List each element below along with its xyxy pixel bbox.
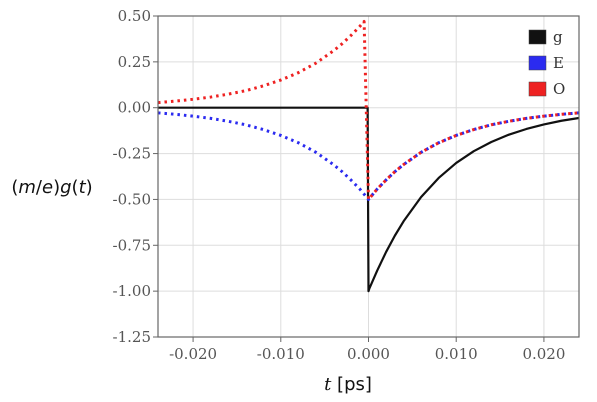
series-lines [158, 20, 579, 293]
y-tick-label: -0.75 [113, 236, 151, 254]
x-tick-label: -0.020 [169, 345, 217, 363]
y-tick-label: -1.00 [113, 282, 151, 300]
y-title-close2: ) [86, 177, 93, 198]
series-O-line [158, 20, 579, 201]
legend-swatch-O [528, 81, 547, 97]
y-title-open2: ( [72, 177, 79, 198]
y-tick-label: 0.00 [118, 99, 151, 117]
legend-swatch-g [528, 29, 547, 45]
x-tick-labels: -0.020 -0.010 0.000 0.010 0.020 [169, 337, 565, 363]
x-tick-label: 0.010 [435, 345, 478, 363]
x-title-var: t [324, 374, 332, 395]
y-title-close: ) [53, 177, 60, 198]
y-title-m: m [18, 177, 36, 198]
x-tick-label: 0.000 [347, 345, 390, 363]
y-title-e: e [42, 177, 53, 198]
x-axis-title: t [ps] [324, 374, 372, 395]
y-tick-label: -0.25 [113, 145, 151, 163]
series-g-line [158, 106, 579, 293]
x-title-unit: [ps] [331, 374, 372, 395]
y-tick-label: -1.25 [113, 328, 151, 346]
legend: gEO [528, 28, 565, 98]
legend-label-g: g [553, 28, 563, 46]
y-axis-title: (m/e)g(t) [11, 177, 92, 198]
y-tick-label: -0.50 [113, 190, 151, 208]
y-tick-label: 0.50 [118, 7, 151, 25]
y-title-slash: / [36, 177, 43, 198]
y-tick-labels: 0.50 0.25 0.00 -0.25 -0.50 -0.75 -1.00 -1.25 [113, 7, 158, 346]
x-tick-label: 0.020 [522, 345, 565, 363]
legend-label-O: O [553, 80, 565, 98]
y-title-g: g [60, 177, 71, 198]
x-tick-label: -0.010 [257, 345, 305, 363]
y-title-open: ( [11, 177, 18, 198]
legend-label-E: E [553, 54, 564, 72]
y-tick-label: 0.25 [118, 53, 151, 71]
y-title-t: t [79, 177, 87, 198]
series-E-line [158, 111, 579, 201]
legend-swatch-E [528, 55, 547, 71]
